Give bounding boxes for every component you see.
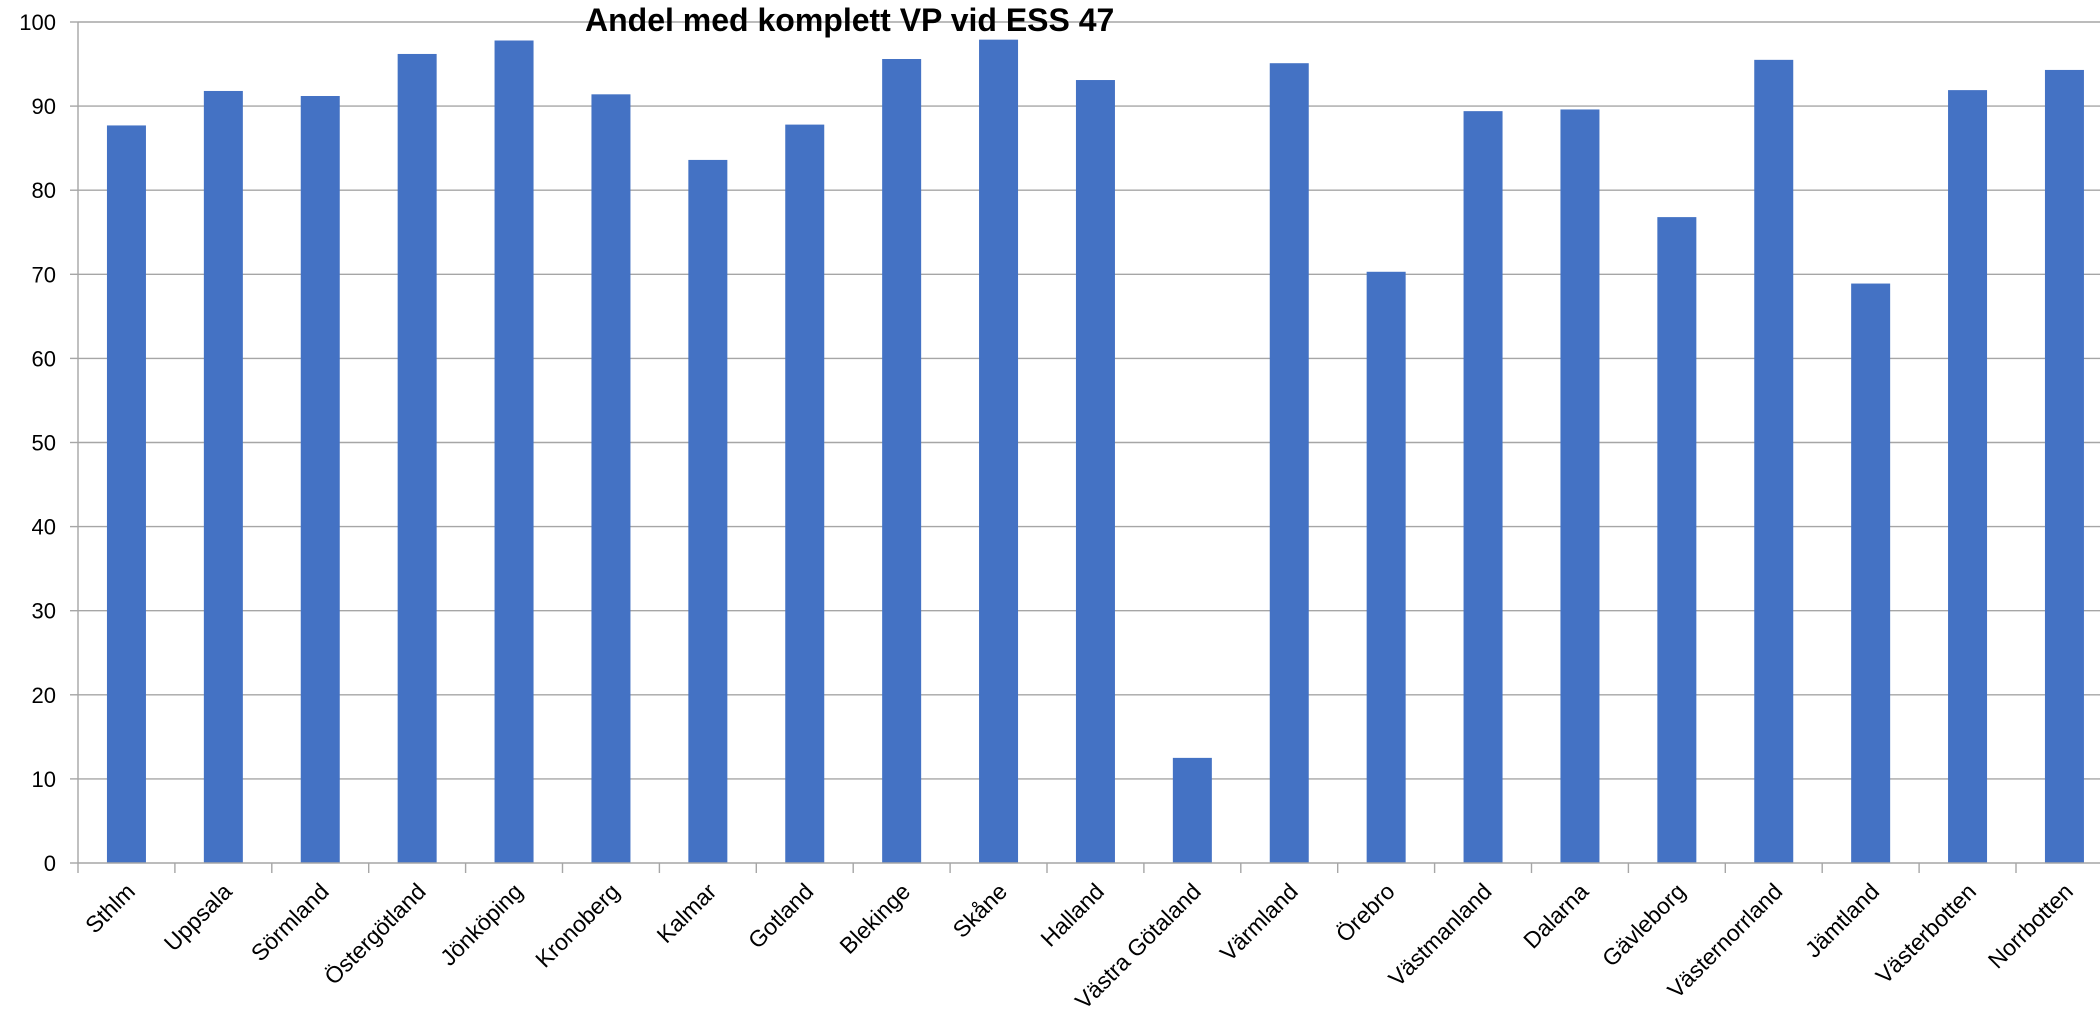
bar	[494, 40, 534, 863]
bar	[1560, 109, 1600, 864]
x-tick-label: Skåne	[948, 878, 1013, 943]
bar	[2044, 69, 2084, 863]
y-tick-label: 0	[44, 851, 56, 876]
bar	[1463, 111, 1503, 863]
bar	[979, 39, 1019, 863]
y-tick-label: 50	[32, 431, 56, 456]
bar	[203, 90, 243, 864]
x-tick-label: Västmanland	[1383, 878, 1496, 991]
x-tick-label: Sthlm	[80, 878, 140, 938]
x-tick-label: Jämtland	[1800, 878, 1884, 962]
x-tick-label: Gotland	[743, 878, 818, 953]
y-tick-label: 60	[32, 346, 56, 371]
bar	[1754, 59, 1794, 864]
x-tick-label: Örebro	[1331, 878, 1400, 947]
x-tick-label: Jönköping	[435, 878, 528, 971]
bar	[397, 53, 437, 863]
x-tick-label: Halland	[1035, 878, 1109, 952]
x-tick-label: Kalmar	[651, 878, 721, 948]
bar	[1851, 283, 1891, 863]
bar	[1366, 271, 1406, 864]
y-tick-label: 30	[32, 599, 56, 624]
bar	[106, 125, 146, 864]
axes	[70, 21, 2100, 873]
bar	[1075, 80, 1115, 864]
x-tick-label: Blekinge	[834, 878, 915, 959]
x-tick-label: Värmland	[1215, 878, 1303, 966]
bar	[688, 159, 728, 863]
y-tick-label: 40	[32, 515, 56, 540]
x-tick-label: Östergötland	[319, 878, 431, 990]
x-tick-label: Sörmland	[246, 878, 334, 966]
bar	[1657, 217, 1697, 863]
bar	[1948, 90, 1988, 864]
x-tick-label: Norrbotten	[1983, 878, 2078, 973]
chart-title: Andel med komplett VP vid ESS 47	[585, 2, 1115, 38]
bars	[106, 39, 2084, 864]
y-tick-label: 90	[32, 94, 56, 119]
x-tick-label: Västerbotten	[1870, 878, 1981, 989]
y-tick-label: 100	[19, 10, 56, 35]
bar	[591, 94, 631, 864]
bar	[300, 96, 340, 864]
x-tick-label: Kronoberg	[530, 878, 624, 972]
x-tick-label: Uppsala	[159, 878, 237, 956]
y-tick-label: 80	[32, 178, 56, 203]
y-tick-label: 10	[32, 767, 56, 792]
bar	[882, 59, 922, 863]
bar	[1269, 63, 1309, 864]
y-tick-label: 70	[32, 262, 56, 287]
y-tick-labels: 0 10 20 30 40 50 60 70 80 90 100	[19, 10, 56, 876]
bar	[1172, 757, 1212, 863]
x-tick-label: Gävleborg	[1597, 878, 1690, 971]
bar	[785, 124, 825, 864]
x-tick-label: Dalarna	[1518, 878, 1593, 953]
y-tick-label: 20	[32, 683, 56, 708]
